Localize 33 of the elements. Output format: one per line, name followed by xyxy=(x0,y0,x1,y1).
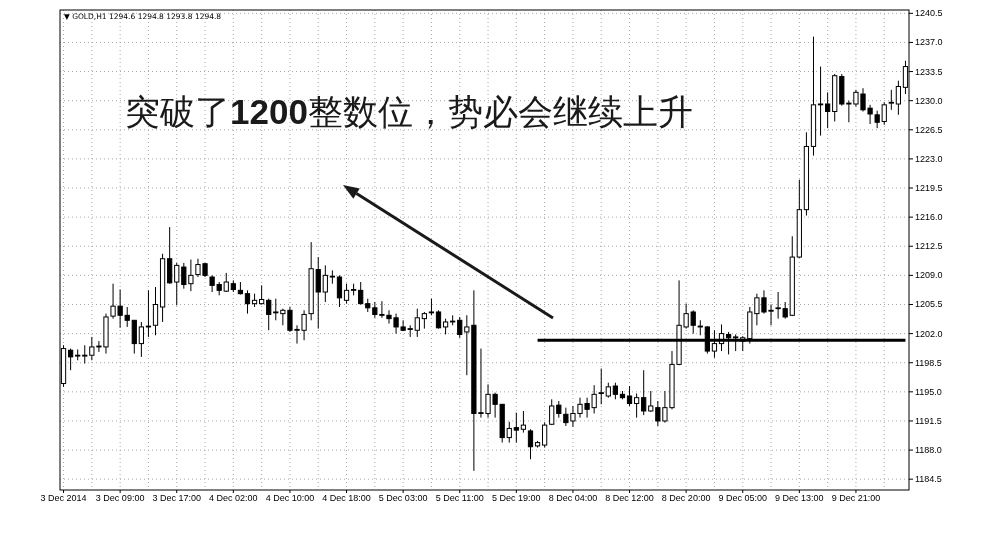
y-tick-label: 1212.5 xyxy=(915,241,943,252)
y-tick-label: 1184.5 xyxy=(915,474,942,485)
y-tick-label: 1237.0 xyxy=(915,37,943,48)
y-tick-label: 1219.5 xyxy=(915,183,943,194)
y-tick-label: 1240.5 xyxy=(915,8,943,19)
x-tick-label: 4 Dec 02:00 xyxy=(209,493,258,503)
y-tick-label: 1205.5 xyxy=(915,299,943,310)
x-tick-label: 8 Dec 04:00 xyxy=(548,493,598,503)
y-tick-label: 1191.5 xyxy=(915,415,942,426)
y-tick-label: 1233.5 xyxy=(915,66,943,77)
x-tick-label: 9 Dec 05:00 xyxy=(718,493,768,503)
y-tick-label: 1195.0 xyxy=(915,386,942,397)
y-tick-label: 1223.0 xyxy=(915,153,943,164)
y-tick-label: 1226.5 xyxy=(915,124,943,135)
x-tick-label: 9 Dec 13:00 xyxy=(775,493,824,503)
y-tick-label: 1202.0 xyxy=(915,328,943,339)
x-tick-label: 8 Dec 20:00 xyxy=(661,493,711,503)
y-tick-label: 1198.5 xyxy=(915,357,942,368)
y-tick-label: 1216.0 xyxy=(915,212,943,223)
x-tick-label: 3 Dec 09:00 xyxy=(95,493,145,503)
x-tick-label: 5 Dec 19:00 xyxy=(492,493,541,503)
x-tick-label: 9 Dec 21:00 xyxy=(831,493,881,503)
y-tick-label: 1188.0 xyxy=(915,445,942,456)
x-tick-label: 3 Dec 2014 xyxy=(40,493,87,503)
y-tick-label: 1209.0 xyxy=(915,270,943,281)
x-tick-label: 5 Dec 03:00 xyxy=(378,493,428,503)
annotation: 突破了1200整数位，势必会继续上升 xyxy=(125,92,693,132)
x-tick-label: 5 Dec 11:00 xyxy=(435,493,484,503)
x-tick-label: 3 Dec 17:00 xyxy=(152,493,202,503)
x-tick-label: 8 Dec 12:00 xyxy=(605,493,654,503)
x-tick-label: 4 Dec 10:00 xyxy=(265,493,315,503)
y-tick-label: 1230.0 xyxy=(915,95,943,106)
x-tick-label: 4 Dec 18:00 xyxy=(322,493,371,503)
